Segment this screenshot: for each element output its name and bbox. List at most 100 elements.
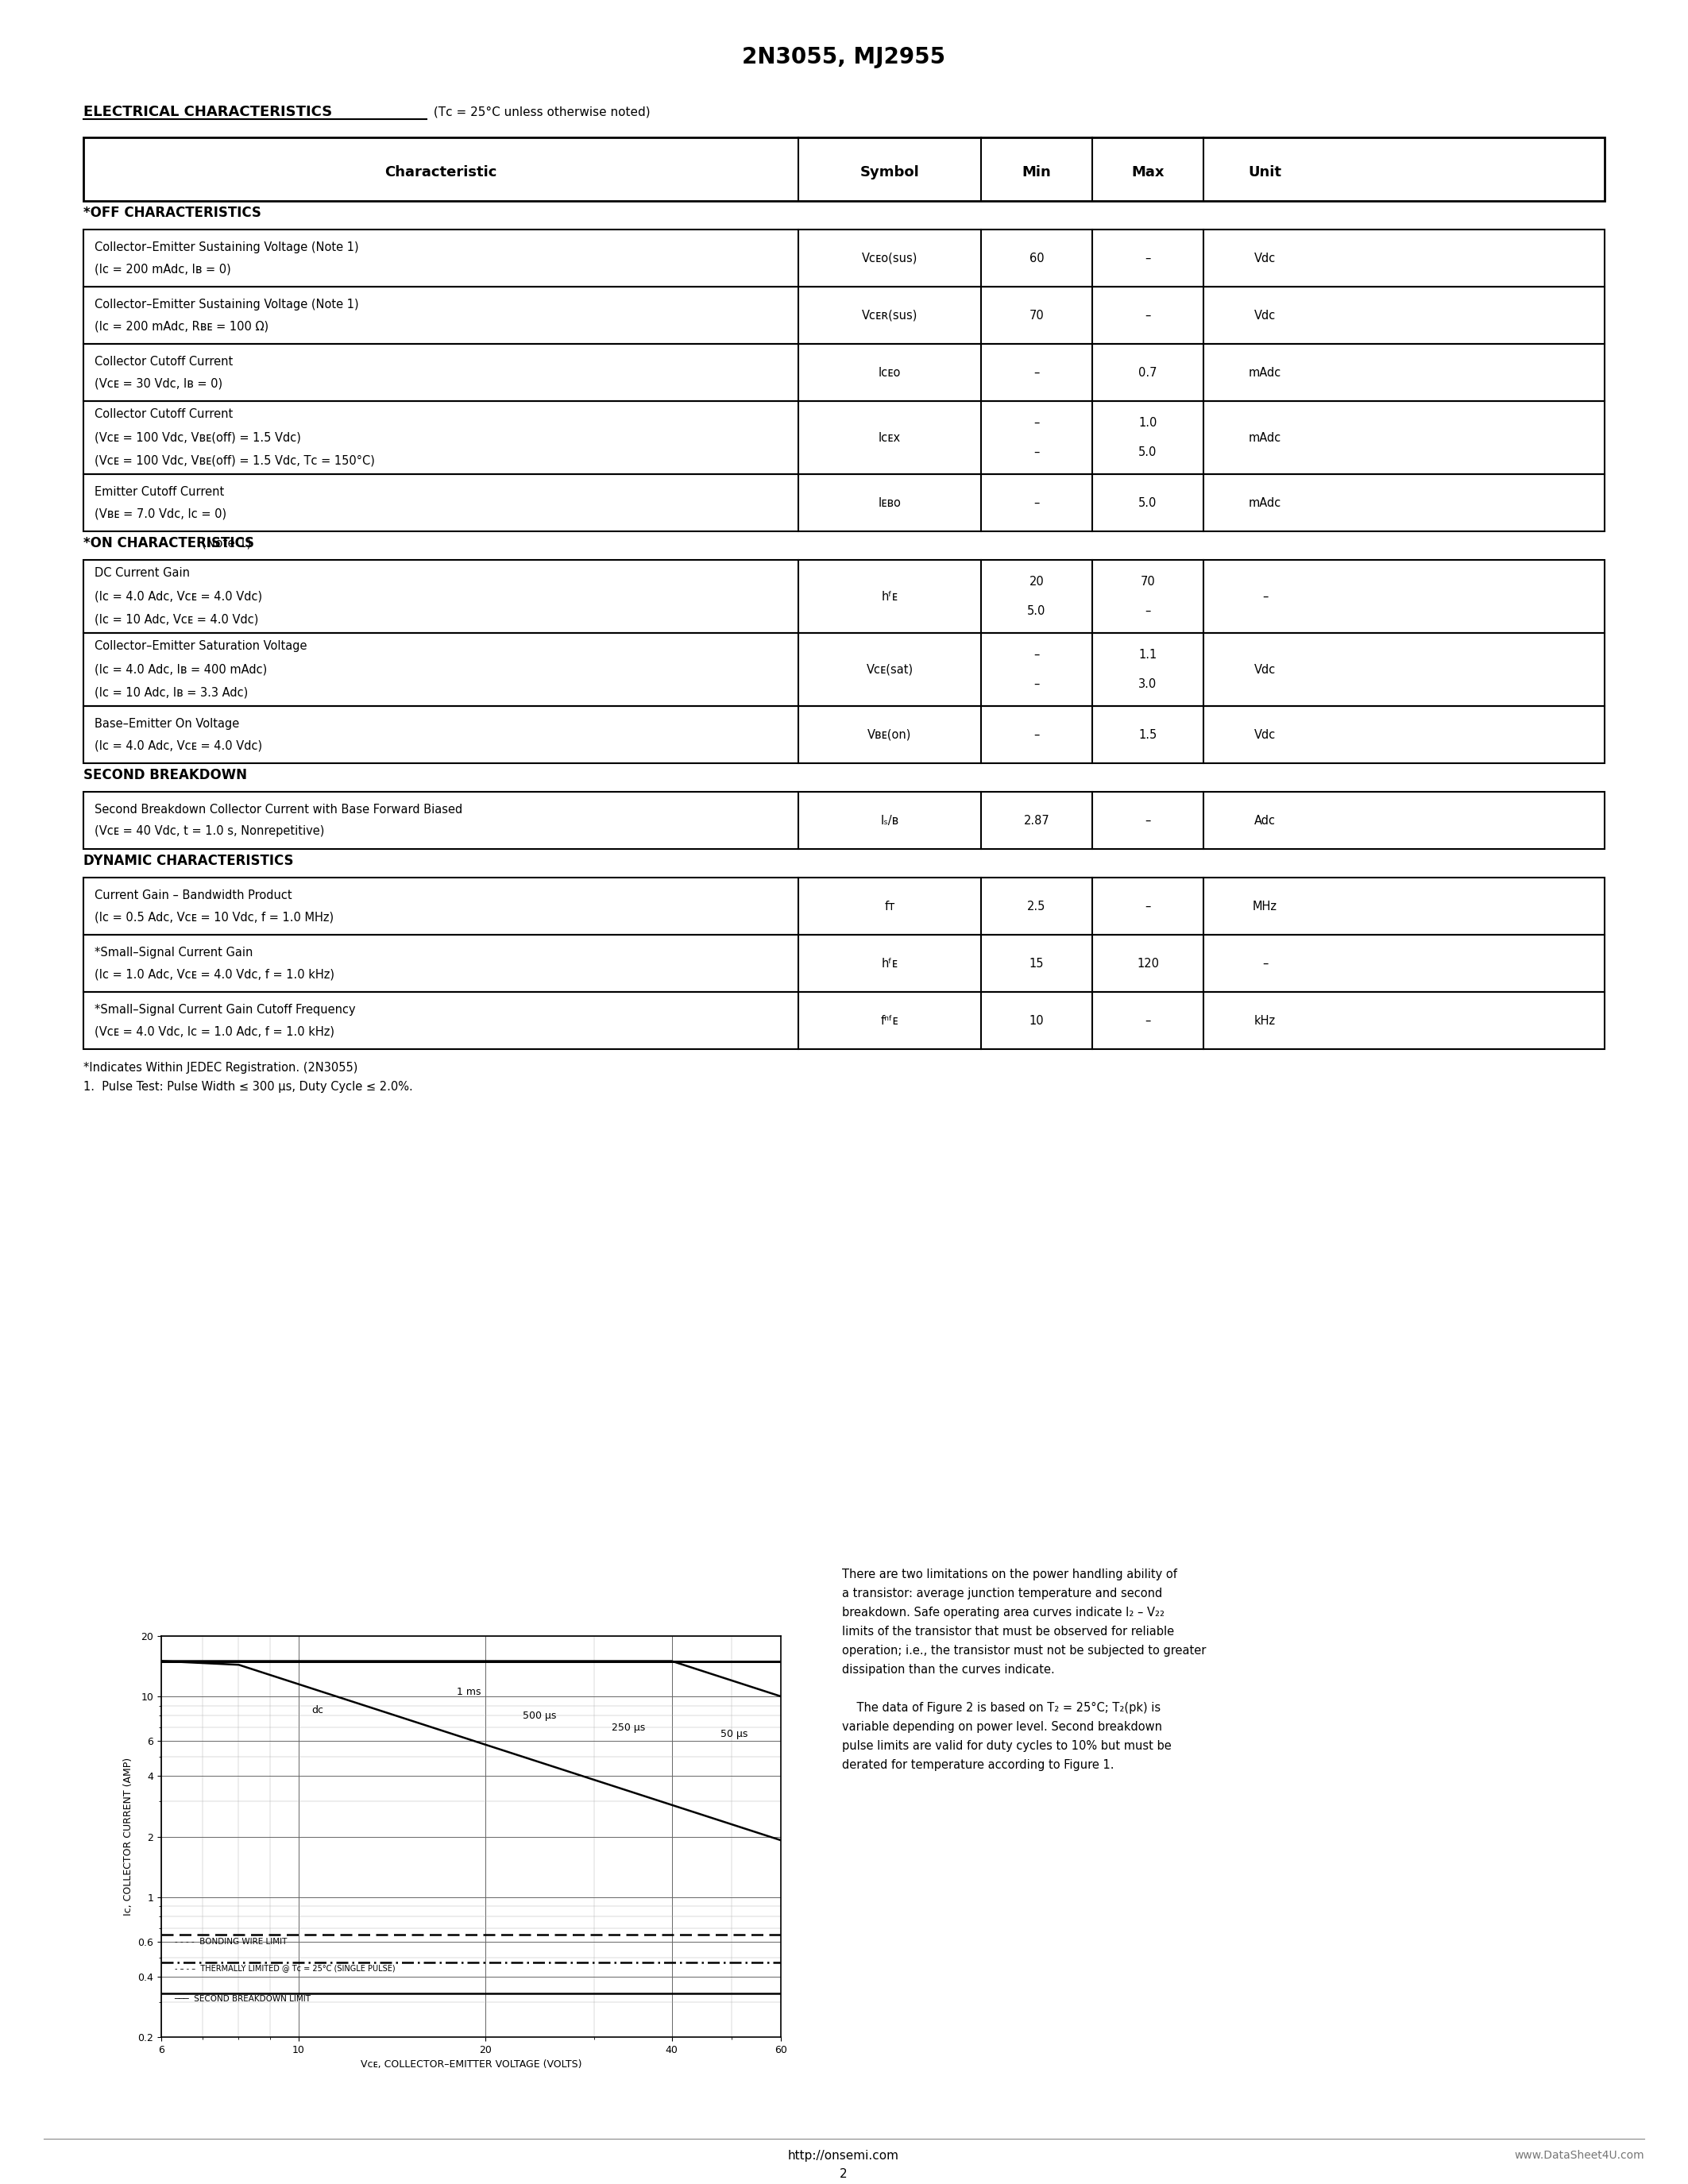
Text: Iᴄᴇᴏ: Iᴄᴇᴏ (878, 367, 901, 378)
Text: - - - -  BONDING WIRE LIMIT: - - - - BONDING WIRE LIMIT (174, 1937, 287, 1946)
Text: *Indicates Within JEDEC Registration. (2N3055): *Indicates Within JEDEC Registration. (2… (83, 1061, 358, 1075)
Text: (Vᴄᴇ = 100 Vdc, Vʙᴇ(off) = 1.5 Vdc): (Vᴄᴇ = 100 Vdc, Vʙᴇ(off) = 1.5 Vdc) (95, 432, 300, 443)
Bar (83, 878, 1605, 935)
Text: 250 μs: 250 μs (611, 1723, 645, 1732)
Text: (Tᴄ = 25°C unless otherwise noted): (Tᴄ = 25°C unless otherwise noted) (430, 105, 650, 118)
Text: 70: 70 (1030, 310, 1045, 321)
Text: 20: 20 (1030, 577, 1045, 587)
Text: Collector Cutoff Current: Collector Cutoff Current (95, 408, 233, 419)
Text: limits of the transistor that must be observed for reliable: limits of the transistor that must be ob… (842, 1625, 1175, 1638)
Text: 2.5: 2.5 (1028, 900, 1047, 913)
Text: Base–Emitter On Voltage: Base–Emitter On Voltage (95, 719, 240, 729)
Text: 1.  Pulse Test: Pulse Width ≤ 300 μs, Duty Cycle ≤ 2.0%.: 1. Pulse Test: Pulse Width ≤ 300 μs, Dut… (83, 1081, 414, 1092)
Bar (83, 402, 1605, 474)
Text: –: – (1263, 590, 1268, 603)
Text: 5.0: 5.0 (1028, 605, 1047, 618)
Text: Current Gain – Bandwidth Product: Current Gain – Bandwidth Product (95, 889, 292, 902)
Text: –: – (1033, 729, 1040, 740)
Text: (Vᴄᴇ = 40 Vdc, t = 1.0 s, Nonrepetitive): (Vᴄᴇ = 40 Vdc, t = 1.0 s, Nonrepetitive) (95, 826, 324, 836)
Text: Vdc: Vdc (1254, 251, 1276, 264)
Text: (Iᴄ = 0.5 Adc, Vᴄᴇ = 10 Vdc, f = 1.0 MHz): (Iᴄ = 0.5 Adc, Vᴄᴇ = 10 Vdc, f = 1.0 MHz… (95, 911, 334, 924)
Text: –: – (1033, 679, 1040, 690)
Text: *Small–Signal Current Gain Cutoff Frequency: *Small–Signal Current Gain Cutoff Freque… (95, 1005, 356, 1016)
Text: –: – (1144, 310, 1151, 321)
Text: SECOND BREAKDOWN: SECOND BREAKDOWN (83, 769, 246, 782)
Text: There are two limitations on the power handling ability of: There are two limitations on the power h… (842, 1568, 1177, 1581)
Text: Collector–Emitter Saturation Voltage: Collector–Emitter Saturation Voltage (95, 640, 307, 653)
Text: Max: Max (1131, 166, 1165, 179)
Text: derated for temperature according to Figure 1.: derated for temperature according to Fig… (842, 1758, 1114, 1771)
Text: 70: 70 (1141, 577, 1155, 587)
Bar (83, 935, 1605, 992)
Text: 1.1: 1.1 (1139, 649, 1156, 662)
Text: 60: 60 (1030, 251, 1043, 264)
Text: 2N3055, MJ2955: 2N3055, MJ2955 (743, 46, 945, 68)
Text: (Vᴄᴇ = 4.0 Vdc, Iᴄ = 1.0 Adc, f = 1.0 kHz): (Vᴄᴇ = 4.0 Vdc, Iᴄ = 1.0 Adc, f = 1.0 kH… (95, 1026, 334, 1037)
Text: –: – (1144, 605, 1151, 618)
Bar (83, 705, 1605, 762)
Text: Vdc: Vdc (1254, 729, 1276, 740)
Text: (Iᴄ = 10 Adc, Vᴄᴇ = 4.0 Vdc): (Iᴄ = 10 Adc, Vᴄᴇ = 4.0 Vdc) (95, 614, 258, 627)
Text: 5.0: 5.0 (1138, 496, 1158, 509)
Bar (83, 138, 1605, 201)
Text: Iᴄᴇx: Iᴄᴇx (878, 432, 901, 443)
Text: *OFF CHARACTERISTICS: *OFF CHARACTERISTICS (83, 205, 262, 221)
Text: Min: Min (1021, 166, 1052, 179)
Text: Figure 2. Active Region Safe Operating Area: Figure 2. Active Region Safe Operating A… (290, 2022, 592, 2035)
Text: *Small–Signal Current Gain: *Small–Signal Current Gain (95, 946, 253, 959)
Text: (Note 1): (Note 1) (197, 537, 252, 548)
Text: fⁿᶠᴇ: fⁿᶠᴇ (881, 1016, 898, 1026)
Bar (83, 992, 1605, 1048)
Text: hᶠᴇ: hᶠᴇ (881, 590, 898, 603)
Text: (Vᴄᴇ = 30 Vdc, Iʙ = 0): (Vᴄᴇ = 30 Vdc, Iʙ = 0) (95, 378, 223, 389)
Text: Emitter Cutoff Current: Emitter Cutoff Current (95, 485, 225, 498)
Text: dc: dc (312, 1706, 324, 1717)
Text: Iᴇʙᴏ: Iᴇʙᴏ (878, 496, 901, 509)
Text: mAdc: mAdc (1249, 432, 1281, 443)
Text: 500 μs: 500 μs (523, 1710, 557, 1721)
Text: MHz: MHz (1252, 900, 1278, 913)
Text: 1 ms: 1 ms (457, 1686, 481, 1697)
Text: 3.0: 3.0 (1139, 679, 1156, 690)
Text: –: – (1033, 367, 1040, 378)
Text: 2: 2 (841, 2169, 847, 2180)
Text: fᴛ: fᴛ (885, 900, 895, 913)
Text: hᶠᴇ: hᶠᴇ (881, 957, 898, 970)
Text: Symbol: Symbol (859, 166, 920, 179)
Text: –: – (1144, 1016, 1151, 1026)
Text: breakdown. Safe operating area curves indicate I₂ – V₂₂: breakdown. Safe operating area curves in… (842, 1607, 1165, 1618)
Text: 5.0: 5.0 (1138, 446, 1158, 459)
Text: DC Current Gain: DC Current Gain (95, 568, 189, 579)
Text: a transistor: average junction temperature and second: a transistor: average junction temperatu… (842, 1588, 1163, 1599)
Text: –: – (1144, 900, 1151, 913)
X-axis label: Vᴄᴇ, COLLECTOR–EMITTER VOLTAGE (VOLTS): Vᴄᴇ, COLLECTOR–EMITTER VOLTAGE (VOLTS) (361, 2060, 582, 2070)
Bar (83, 559, 1605, 633)
Text: Characteristic: Characteristic (385, 166, 496, 179)
Text: Vᴄᴇᴏ(sus): Vᴄᴇᴏ(sus) (863, 251, 918, 264)
Text: 1.0: 1.0 (1138, 417, 1158, 428)
Text: Collector–Emitter Sustaining Voltage (Note 1): Collector–Emitter Sustaining Voltage (No… (95, 299, 360, 310)
Text: ───  SECOND BREAKDOWN LIMIT: ─── SECOND BREAKDOWN LIMIT (174, 1994, 311, 2003)
Bar (83, 474, 1605, 531)
Text: 10: 10 (1030, 1016, 1043, 1026)
Text: variable depending on power level. Second breakdown: variable depending on power level. Secon… (842, 1721, 1161, 1732)
Text: (Iᴄ = 1.0 Adc, Vᴄᴇ = 4.0 Vdc, f = 1.0 kHz): (Iᴄ = 1.0 Adc, Vᴄᴇ = 4.0 Vdc, f = 1.0 kH… (95, 968, 334, 981)
Text: 1.5: 1.5 (1139, 729, 1156, 740)
Text: –: – (1033, 496, 1040, 509)
Text: 2.87: 2.87 (1023, 815, 1050, 826)
Text: The data of Figure 2 is based on T₂ = 25°C; T₂(pk) is: The data of Figure 2 is based on T₂ = 25… (842, 1701, 1161, 1714)
Text: ELECTRICAL CHARACTERISTICS: ELECTRICAL CHARACTERISTICS (83, 105, 333, 120)
Text: Vʙᴇ(on): Vʙᴇ(on) (868, 729, 912, 740)
Text: –: – (1144, 251, 1151, 264)
Text: Iₛ/ʙ: Iₛ/ʙ (881, 815, 898, 826)
Text: http://onsemi.com: http://onsemi.com (788, 2149, 900, 2162)
Text: *ON CHARACTERISTICS: *ON CHARACTERISTICS (83, 535, 255, 550)
Text: –: – (1144, 815, 1151, 826)
Text: 15: 15 (1030, 957, 1043, 970)
Text: pulse limits are valid for duty cycles to 10% but must be: pulse limits are valid for duty cycles t… (842, 1741, 1171, 1752)
Text: (Iᴄ = 200 mAdc, Iʙ = 0): (Iᴄ = 200 mAdc, Iʙ = 0) (95, 262, 231, 275)
Text: (Iᴄ = 4.0 Adc, Vᴄᴇ = 4.0 Vdc): (Iᴄ = 4.0 Adc, Vᴄᴇ = 4.0 Vdc) (95, 740, 262, 751)
Text: Collector Cutoff Current: Collector Cutoff Current (95, 356, 233, 367)
Text: - – - –  THERMALLY LIMITED @ Tᴄ = 25°C (SINGLE PULSE): - – - – THERMALLY LIMITED @ Tᴄ = 25°C (S… (174, 1963, 395, 1972)
Bar (83, 343, 1605, 402)
